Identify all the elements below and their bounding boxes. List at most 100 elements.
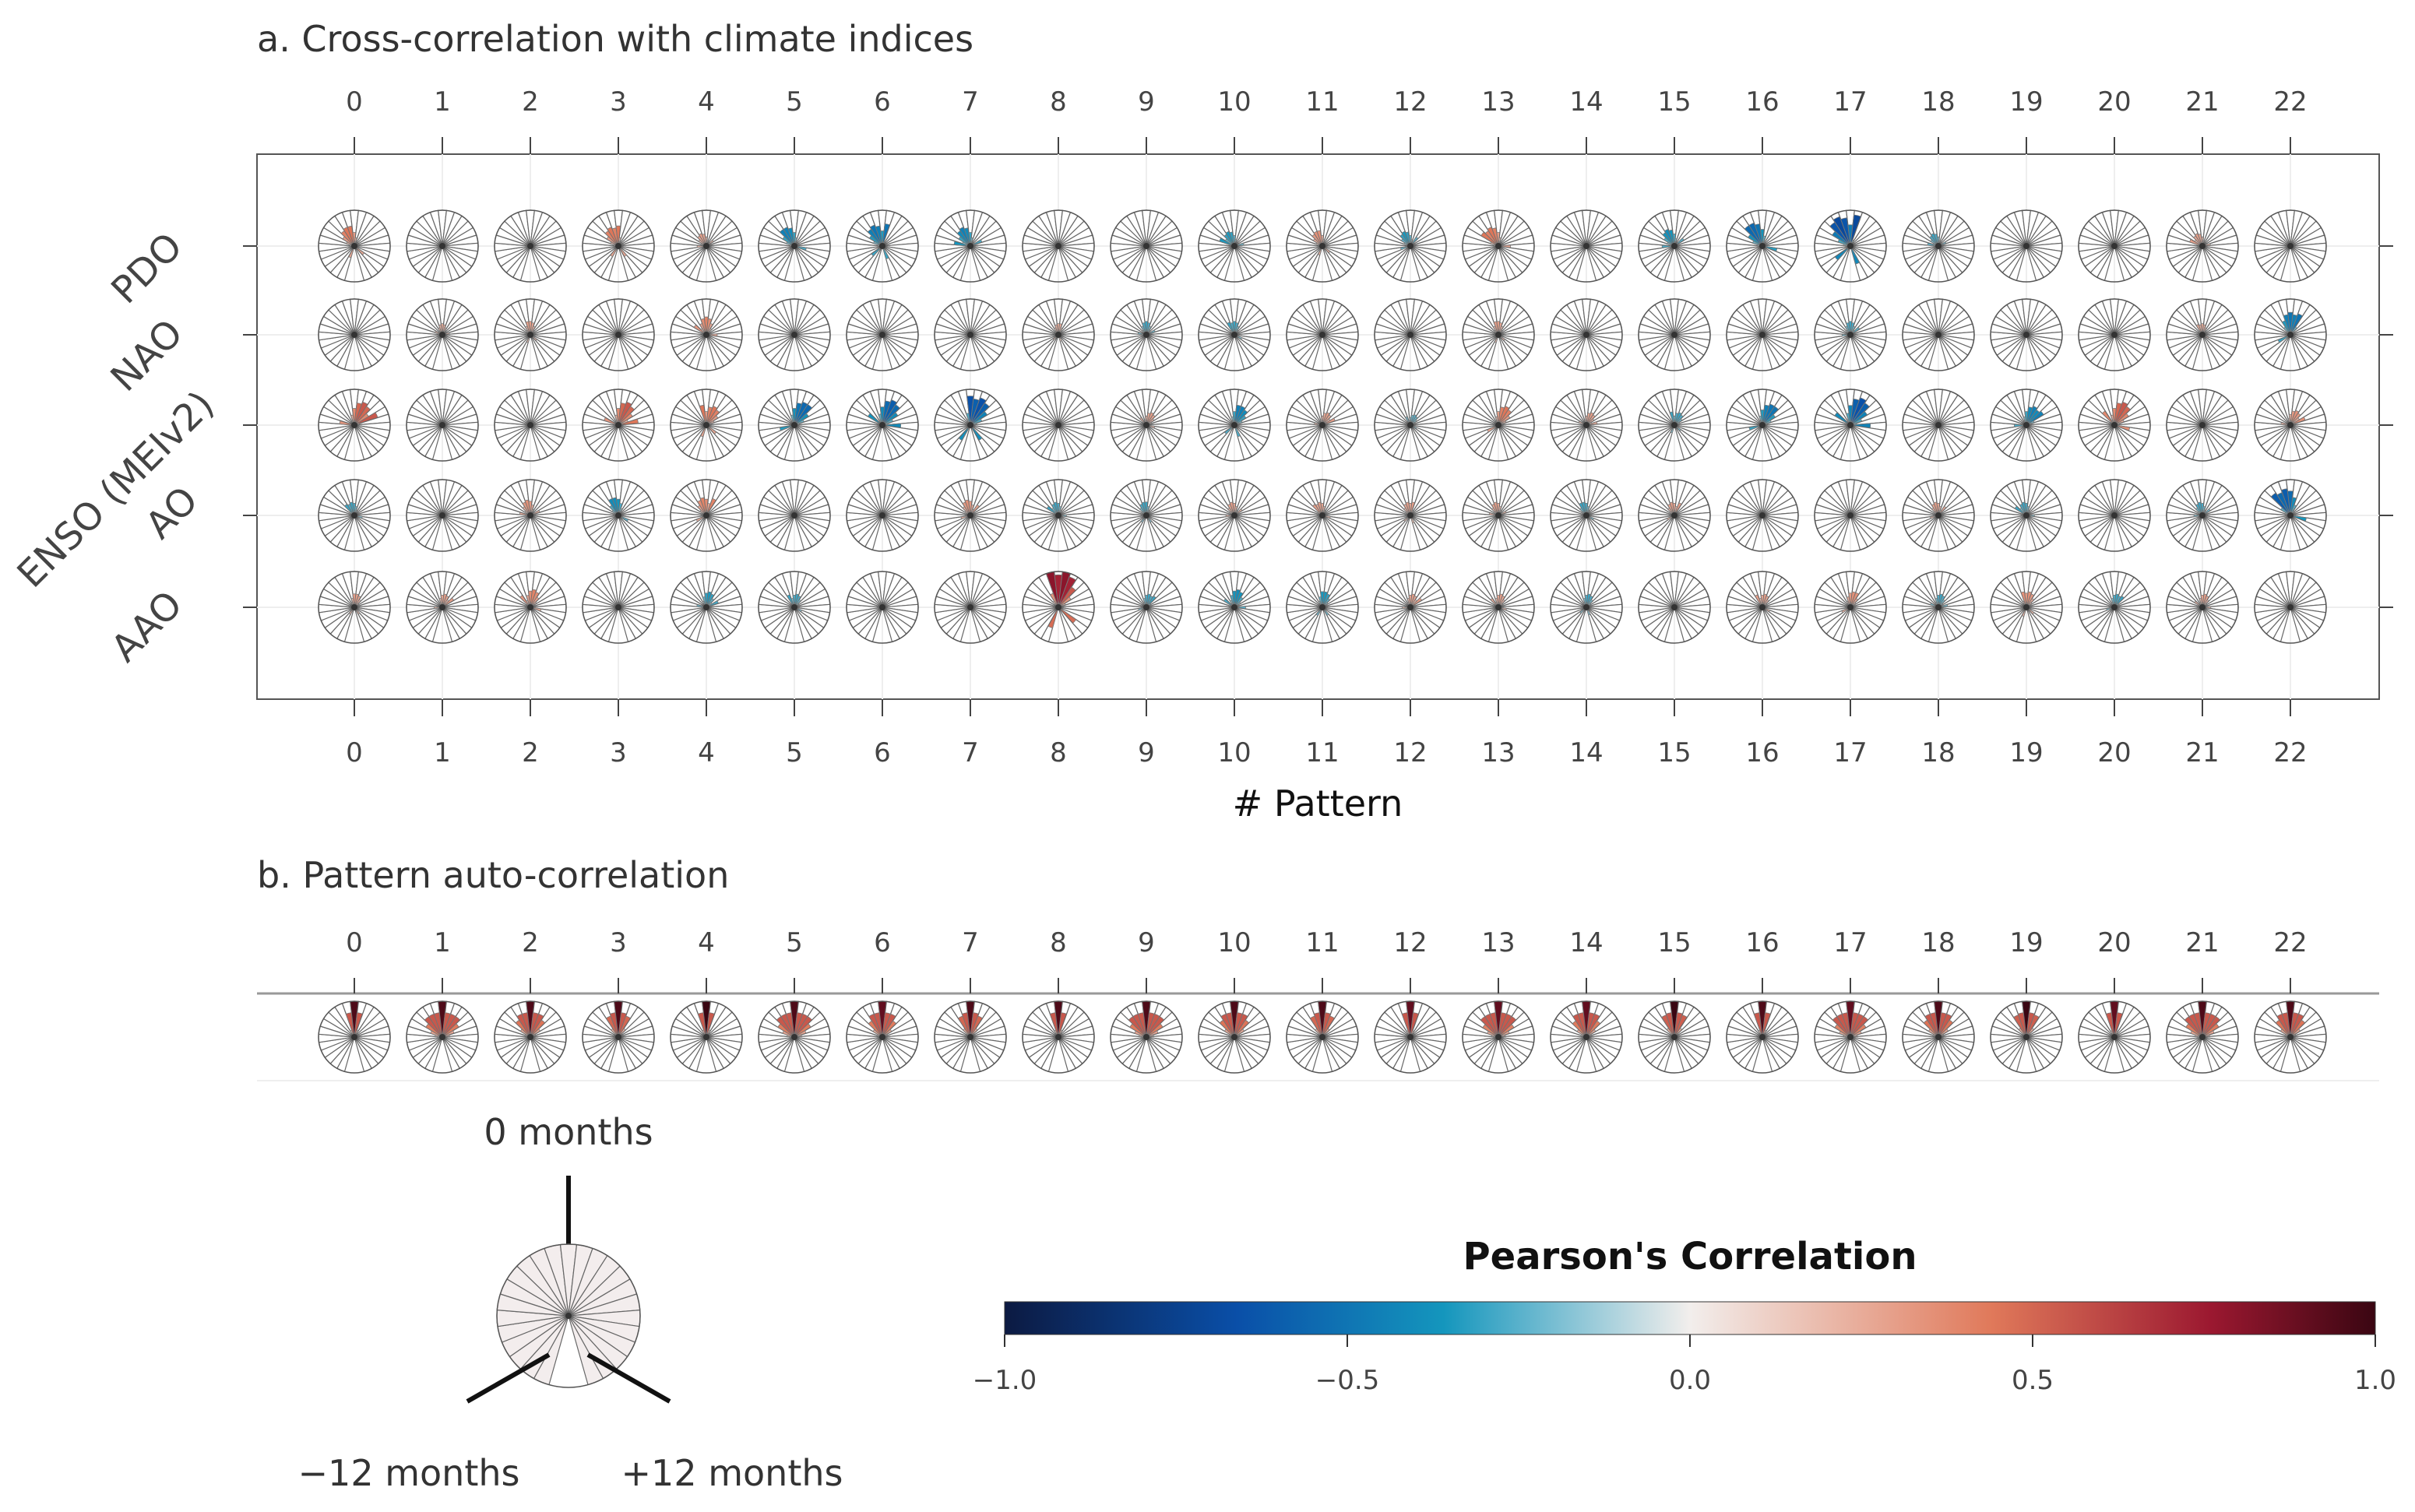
glyph-center [879, 1034, 885, 1040]
glyph-center [2111, 332, 2118, 338]
x-tick-label-top: 9 [1138, 86, 1155, 118]
glyph-center [2287, 243, 2294, 249]
glyph-outline [1990, 209, 2063, 283]
b-tick-label: 5 [786, 927, 803, 958]
glyph-center [1407, 604, 1413, 610]
glyph-center [791, 243, 797, 249]
glyph-center [1583, 512, 1589, 519]
glyph-1-0 [318, 298, 391, 371]
glyph-center [791, 422, 797, 428]
glyph-center [1759, 422, 1765, 428]
x-tick-label-top: 13 [1481, 86, 1515, 118]
glyph-center [2023, 1034, 2030, 1040]
glyph-center [1671, 604, 1677, 610]
autocorr-glyph-17 [1814, 1000, 1887, 1074]
glyph-center [2023, 604, 2030, 610]
glyph-outline [934, 209, 1007, 283]
glyph-outline [846, 209, 919, 283]
glyph-center [791, 332, 797, 338]
panel-b-glyphs [318, 1000, 2327, 1074]
glyph-center [1231, 422, 1237, 428]
glyph-center [439, 1034, 445, 1040]
glyph-outline [494, 298, 567, 371]
glyph-center [2199, 332, 2206, 338]
glyph-outline [1726, 209, 1799, 283]
autocorr-glyph-20 [2078, 1000, 2151, 1074]
glyph-0-16 [1726, 209, 1799, 283]
glyph-center [1231, 332, 1237, 338]
b-tick-label: 15 [1657, 927, 1691, 958]
glyph-center [1495, 332, 1501, 338]
glyph-center [1407, 512, 1413, 519]
glyph-center [879, 512, 885, 519]
glyph-center [615, 422, 621, 428]
glyph-center [2287, 512, 2294, 519]
autocorr-glyph-3 [582, 1000, 655, 1074]
b-tick-label: 22 [2273, 927, 2307, 958]
glyph-center [351, 332, 357, 338]
x-tick-label-bottom: 10 [1217, 737, 1251, 768]
autocorr-glyph-19 [1990, 1000, 2063, 1074]
segment-value [882, 245, 889, 260]
glyph-outline [1814, 209, 1887, 283]
autocorr-glyph-7 [934, 1000, 1007, 1074]
glyph-center [703, 604, 709, 610]
glyph-0-4 [670, 209, 743, 283]
glyph-center [2199, 422, 2206, 428]
glyph-1-3 [582, 298, 655, 371]
glyph-0-21 [2166, 209, 2239, 283]
glyph-outline [1902, 209, 1975, 283]
glyph-center [1231, 243, 1237, 249]
b-tick-label: 1 [434, 927, 451, 958]
row-label: AAO [103, 582, 191, 670]
glyph-center [703, 422, 709, 428]
glyph-center [1847, 422, 1853, 428]
x-tick-label-bottom: 14 [1569, 737, 1603, 768]
glyph-center [1319, 604, 1325, 610]
b-tick-label: 11 [1305, 927, 1339, 958]
b-tick-label: 16 [1745, 927, 1779, 958]
b-tick-label: 17 [1833, 927, 1867, 958]
glyph-center [1759, 512, 1765, 519]
glyph-center [1583, 604, 1589, 610]
b-tick-label: 10 [1217, 927, 1251, 958]
glyph-center [2023, 243, 2030, 249]
glyph-0-11 [1286, 209, 1359, 283]
glyph-1-6 [846, 298, 919, 371]
glyph-0-19 [1990, 209, 2063, 283]
glyph-center [1319, 332, 1325, 338]
glyph-1-10 [1198, 298, 1271, 371]
glyph-center [527, 422, 533, 428]
glyph-center [1935, 604, 1942, 610]
glyph-center [1495, 422, 1501, 428]
b-tick-label: 19 [2009, 927, 2043, 958]
x-tick-label-top: 21 [2185, 86, 2219, 118]
glyph-outline [582, 209, 655, 283]
glyph-center [1495, 512, 1501, 519]
glyph-0-13 [1462, 209, 1535, 283]
glyph-1-1 [406, 298, 479, 371]
autocorr-glyph-6 [846, 1000, 919, 1074]
glyph-outline [406, 209, 479, 283]
b-tick-label: 20 [2097, 927, 2131, 958]
panel-a-top-ticks: 0 1 2 3 4 5 6 7 8 9 10 11 12 13 14 15 16 17 18 19 20 21 22 [346, 86, 2308, 154]
glyph-center [791, 512, 797, 519]
glyph-center [1935, 512, 1942, 519]
panel-a-xlabel: # Pattern [1233, 782, 1403, 825]
glyph-center [615, 512, 621, 519]
glyph-center [967, 422, 973, 428]
glyph-center [1671, 243, 1677, 249]
glyph-center [1495, 1034, 1501, 1040]
x-tick-label-top: 18 [1921, 86, 1955, 118]
panel-a-bottom-ticks: 0 1 2 3 4 5 6 7 8 9 10 11 12 13 14 15 16 17 18 19 20 21 22 [346, 699, 2308, 768]
glyph-center [703, 332, 709, 338]
glyph-center [1231, 604, 1237, 610]
glyph-center [1847, 604, 1853, 610]
b-tick-label: 6 [874, 927, 891, 958]
glyph-center [967, 1034, 973, 1040]
glyph-center [527, 1034, 533, 1040]
glyph-outline [1110, 298, 1183, 371]
glyph-outline [758, 298, 831, 371]
glyph-center [1143, 243, 1149, 249]
